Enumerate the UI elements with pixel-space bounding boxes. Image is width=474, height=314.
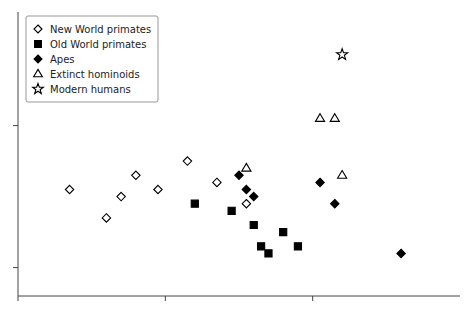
point (338, 170, 347, 178)
point (242, 185, 250, 193)
point (330, 114, 339, 122)
legend-marker (33, 83, 44, 93)
legend-label: Apes (50, 54, 75, 65)
chart: New World primates Old World primates Apes… (0, 0, 474, 314)
point (265, 250, 272, 257)
point (132, 171, 140, 179)
legend-marker (35, 41, 42, 48)
legend-marker (34, 69, 43, 76)
point (258, 243, 265, 250)
point (191, 200, 198, 207)
y-tick (13, 125, 18, 126)
point (213, 178, 221, 186)
point (250, 221, 257, 228)
point (316, 178, 324, 186)
x-axis (18, 296, 460, 297)
legend-label: Old World primates (50, 39, 146, 50)
point (235, 171, 243, 179)
point (117, 192, 125, 200)
point (337, 49, 348, 60)
x-tick (312, 296, 313, 301)
legend-box (26, 16, 158, 102)
point (183, 157, 191, 165)
x-tick (165, 296, 166, 301)
legend-label: Modern humans (50, 84, 131, 95)
legend: New World primates Old World primates Apes… (26, 16, 158, 102)
legend-marker (34, 25, 42, 33)
y-tick (13, 267, 18, 268)
point (242, 163, 251, 171)
point (280, 229, 287, 236)
point (102, 214, 110, 222)
point (154, 185, 162, 193)
legend-marker (34, 55, 42, 63)
point (397, 249, 405, 257)
legend-label: Extinct hominoids (50, 69, 140, 80)
point (65, 185, 73, 193)
point (331, 200, 339, 208)
y-axis (18, 12, 19, 296)
point (228, 207, 235, 214)
point (250, 192, 258, 200)
point (294, 243, 301, 250)
point (315, 114, 324, 122)
point (242, 200, 250, 208)
x-tick (18, 296, 19, 301)
legend-label: New World primates (50, 24, 151, 35)
